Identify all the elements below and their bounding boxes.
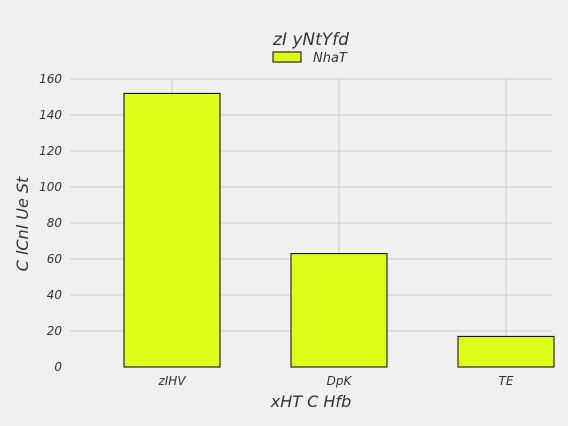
x-tick-label: zIHV [157, 374, 186, 388]
legend-swatch [273, 52, 301, 62]
chart-title: zI yNtYfd [272, 30, 349, 50]
y-tick-label: 0 [54, 360, 62, 374]
x-axis-label: xHT C Hfb [270, 392, 351, 411]
y-tick-label: 120 [39, 144, 62, 158]
y-tick-label: 80 [47, 216, 63, 230]
x-tick-label: DpK [327, 374, 353, 388]
y-axis-label: C lCnl Ue St [13, 176, 32, 271]
x-tick-label: TE [499, 374, 514, 388]
bar-dpk [291, 254, 387, 367]
bar-zihv [124, 93, 220, 367]
y-tick-label: 20 [47, 324, 63, 338]
y-tick-label: 40 [47, 288, 63, 302]
y-tick-label: 60 [47, 252, 63, 266]
y-tick-label: 140 [39, 108, 62, 122]
legend-label: NhaT [313, 51, 348, 66]
y-tick-label: 100 [39, 180, 62, 194]
y-tick-label: 160 [39, 72, 62, 86]
bar-te [458, 336, 554, 367]
